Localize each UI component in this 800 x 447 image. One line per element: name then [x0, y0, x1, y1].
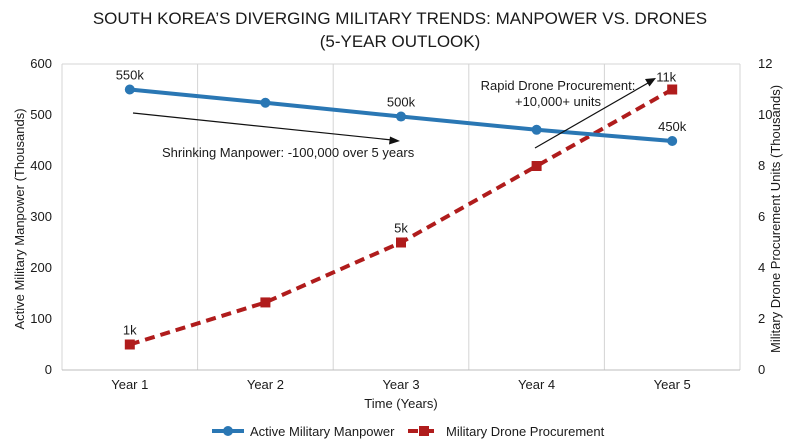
drone-trend-arrowhead [645, 78, 656, 87]
manpower-data-point [667, 136, 678, 147]
gridlines [61, 63, 741, 371]
right-axis-title: Military Drone Procurement Units (Thousa… [768, 85, 783, 353]
annotation-drone-line-2: +10,000+ units [515, 94, 602, 109]
left-tick-label: 100 [30, 311, 52, 326]
data-label: 5k [394, 221, 408, 236]
left-tick-label: 500 [30, 107, 52, 122]
legend-label-drones: Military Drone Procurement [446, 424, 605, 439]
annotations: Shrinking Manpower: -100,000 over 5 year… [132, 78, 656, 160]
drone-data-point [667, 84, 678, 95]
series-layer: 1k 5k 11k 550k 500k 450k [116, 68, 687, 350]
drone-data-point [531, 161, 542, 171]
manpower-data-point [396, 111, 406, 122]
series-drones: 1k 5k 11k [123, 70, 678, 350]
right-tick-label: 0 [758, 362, 765, 377]
chart-title-line-1: SOUTH KOREA’S DIVERGING MILITARY TRENDS:… [93, 9, 707, 28]
drone-data-point [396, 237, 406, 248]
drone-series-line [129, 87, 674, 347]
chart-title-line-2: (5-YEAR OUTLOOK) [320, 32, 481, 51]
manpower-trend-arrowhead [389, 136, 400, 145]
left-axis-title: Active Military Manpower (Thousands) [12, 108, 27, 329]
manpower-data-point [531, 124, 542, 135]
data-label: 500k [387, 95, 416, 110]
drone-data-point [124, 339, 135, 350]
data-label: 450k [658, 119, 687, 134]
x-tick-label: Year 1 [111, 377, 148, 392]
left-tick-label: 300 [30, 209, 52, 224]
x-axis-title: Time (Years) [364, 396, 437, 411]
x-tick-label: Year 2 [247, 377, 284, 392]
manpower-trend-arrow [132, 112, 393, 141]
legend-label-manpower: Active Military Manpower [250, 424, 395, 439]
right-tick-label: 10 [758, 107, 772, 122]
data-label: 550k [116, 68, 145, 83]
left-tick-label: 400 [30, 158, 52, 173]
legend-marker-manpower [223, 426, 233, 436]
annotation-manpower: Shrinking Manpower: -100,000 over 5 year… [162, 145, 415, 160]
right-tick-label: 4 [758, 260, 765, 275]
x-axis-ticks: Year 1 Year 2 Year 3 Year 4 Year 5 [111, 377, 691, 392]
right-tick-label: 2 [758, 311, 765, 326]
right-tick-label: 6 [758, 209, 765, 224]
x-tick-label: Year 3 [382, 377, 419, 392]
drone-data-point [260, 297, 271, 308]
x-tick-label: Year 4 [518, 377, 555, 392]
data-label: 11k [656, 70, 676, 85]
legend: Active Military Manpower Military Drone P… [212, 424, 605, 439]
drone-trend-arrow [534, 82, 649, 149]
left-tick-label: 0 [45, 362, 52, 377]
data-label: 1k [123, 323, 137, 338]
right-axis-ticks: 0 2 4 6 8 10 12 [758, 56, 772, 377]
legend-item-manpower: Active Military Manpower [212, 424, 395, 439]
right-tick-label: 12 [758, 56, 772, 71]
left-tick-label: 600 [30, 56, 52, 71]
manpower-data-point [260, 97, 271, 108]
legend-item-drones: Military Drone Procurement [408, 424, 605, 439]
left-axis-ticks: 0 100 200 300 400 500 600 [30, 56, 52, 377]
right-tick-label: 8 [758, 158, 765, 173]
left-tick-label: 200 [30, 260, 52, 275]
series-manpower: 550k 500k 450k [116, 68, 687, 147]
manpower-data-point [124, 84, 135, 95]
annotation-drone-line-1: Rapid Drone Procurement: [481, 78, 636, 93]
legend-marker-drones [419, 426, 429, 436]
chart-title: SOUTH KOREA’S DIVERGING MILITARY TRENDS:… [93, 9, 707, 51]
x-tick-label: Year 5 [654, 377, 691, 392]
